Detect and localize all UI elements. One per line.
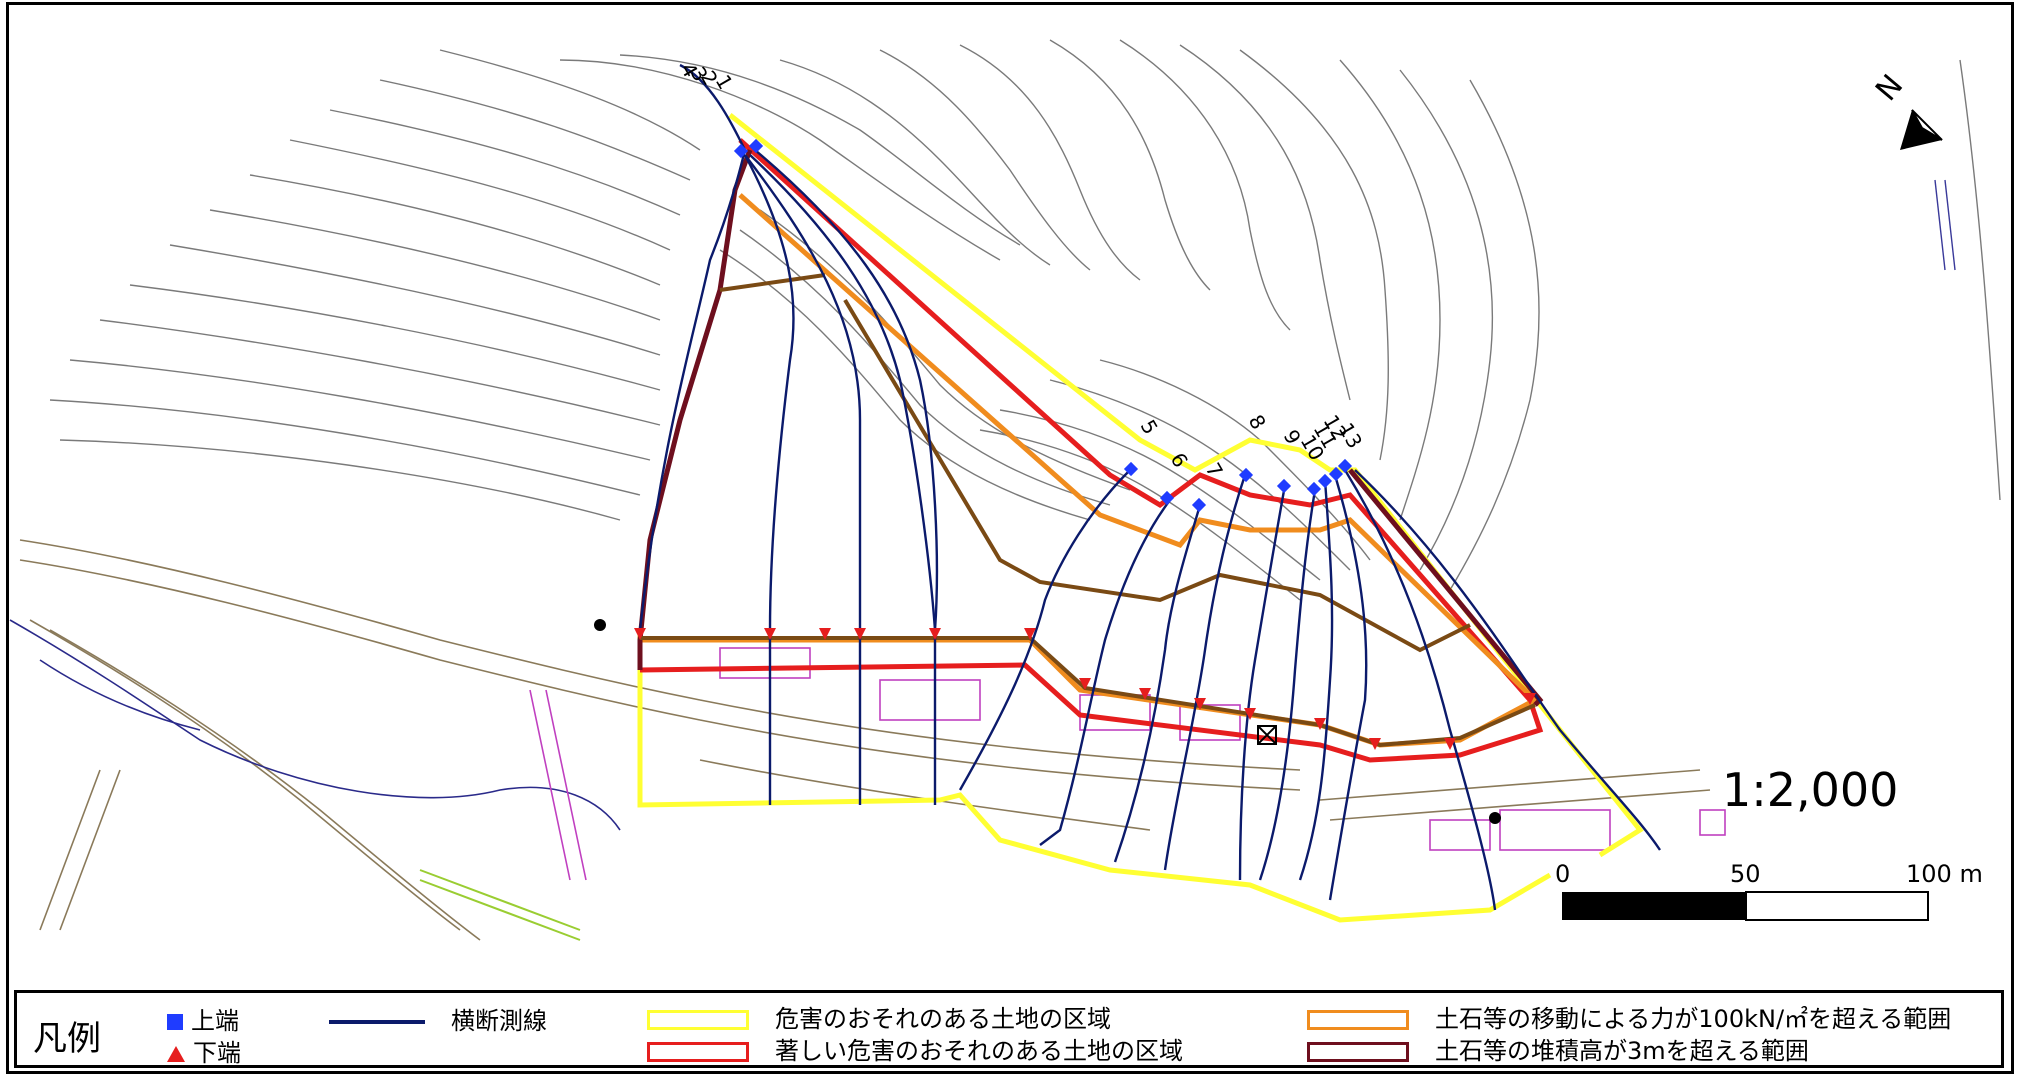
point-symbol xyxy=(594,619,606,631)
scale-label: 0 xyxy=(1555,860,1570,888)
legend-item-hazard: 危害のおそれのある土地の区域 xyxy=(647,999,1111,1034)
cross-symbol xyxy=(1257,725,1277,745)
bottom-marker xyxy=(1369,738,1381,750)
legend: 凡例 上端 下端 横断測線 危害のおそれのある土地の区域 著しい危害のおそれのあ… xyxy=(14,990,2004,1068)
stream-lines xyxy=(9,619,621,831)
north-arrow-icon xyxy=(1900,110,1942,150)
legend-label: 著しい危害のおそれのある土地の区域 xyxy=(775,1037,1183,1065)
legend-label: 下端 xyxy=(193,1039,241,1067)
top-markers xyxy=(733,138,1353,513)
legend-label: 土石等の堆積高が3mを超える範囲 xyxy=(1435,1037,1809,1065)
orange-box-icon xyxy=(1307,1010,1409,1030)
top-marker xyxy=(733,143,749,159)
bottom-marker xyxy=(929,628,941,640)
bottom-marker xyxy=(1444,738,1456,750)
north-label: N xyxy=(1869,68,1910,108)
legend-item-severe: 著しい危害のおそれのある土地の区域 xyxy=(647,1031,1183,1066)
bottom-marker xyxy=(1139,688,1151,700)
bottom-marker xyxy=(1024,628,1036,640)
yellow-box-icon xyxy=(647,1010,749,1030)
scale-ratio: 1:2,000 xyxy=(1722,763,1898,817)
scale-label: 50 xyxy=(1730,860,1761,888)
top-marker xyxy=(748,138,764,154)
section-label: 5 xyxy=(1136,416,1163,439)
top-marker xyxy=(1238,467,1254,483)
bottom-marker xyxy=(764,628,776,640)
top-marker xyxy=(1317,473,1333,489)
bottom-marker xyxy=(854,628,866,640)
blue-square-icon xyxy=(167,1014,183,1030)
legend-item-bottom: 下端 xyxy=(167,1033,241,1068)
scale-bar: 0 50 100 m xyxy=(1555,860,1983,921)
top-marker xyxy=(1276,478,1292,494)
top-marker xyxy=(1191,497,1207,513)
section-label-group: 4 3 2 1 5 6 7 8 9 10 11 12 13 xyxy=(676,59,1368,482)
severe-zone xyxy=(639,138,1544,763)
red-triangle-icon xyxy=(167,1046,185,1062)
bottom-marker xyxy=(634,628,646,640)
section-lines xyxy=(638,63,1661,911)
navy-line-icon xyxy=(329,1020,425,1024)
legend-item-section: 横断測線 xyxy=(329,1001,547,1036)
hazard-zone xyxy=(637,113,1644,923)
bottom-marker xyxy=(1079,678,1091,690)
bottom-marker xyxy=(1244,708,1256,720)
contour-lines xyxy=(49,39,2001,601)
top-marker xyxy=(1328,466,1344,482)
darkred-box-icon xyxy=(1307,1042,1409,1062)
red-box-icon xyxy=(647,1042,749,1062)
deposit-zone xyxy=(637,149,1544,707)
legend-label: 土石等の移動による力が100kN/㎡を超える範囲 xyxy=(1435,1005,1952,1033)
scale-label: 100 m xyxy=(1906,860,1983,888)
green-road xyxy=(419,869,581,941)
point-symbol xyxy=(1489,812,1501,824)
top-marker xyxy=(1159,490,1175,506)
bottom-marker xyxy=(1194,698,1206,710)
top-marker xyxy=(1123,461,1139,477)
bottom-marker xyxy=(1524,693,1536,705)
map-canvas: 4 3 2 1 5 6 7 8 9 10 11 12 13 N 1:2,000 … xyxy=(9,39,2001,941)
map-frame xyxy=(6,2,2014,1074)
legend-item-force: 土石等の移動による力が100kN/㎡を超える範囲 xyxy=(1307,999,1951,1034)
top-marker xyxy=(1337,458,1353,474)
bottom-marker xyxy=(819,628,831,640)
north-arrow: N xyxy=(1869,68,1943,150)
bottom-marker xyxy=(1314,718,1326,730)
top-marker xyxy=(1306,481,1322,497)
legend-label: 上端 xyxy=(191,1007,239,1035)
legend-label: 横断測線 xyxy=(451,1007,547,1035)
legend-label: 危害のおそれのある土地の区域 xyxy=(775,1005,1111,1033)
bottom-markers xyxy=(634,628,1536,750)
legend-item-top: 上端 xyxy=(167,1001,239,1036)
buildings xyxy=(529,647,1726,881)
force-zone xyxy=(640,193,1540,748)
legend-item-deposit: 土石等の堆積高が3mを超える範囲 xyxy=(1307,1031,1809,1066)
legend-title: 凡例 xyxy=(33,1019,101,1059)
